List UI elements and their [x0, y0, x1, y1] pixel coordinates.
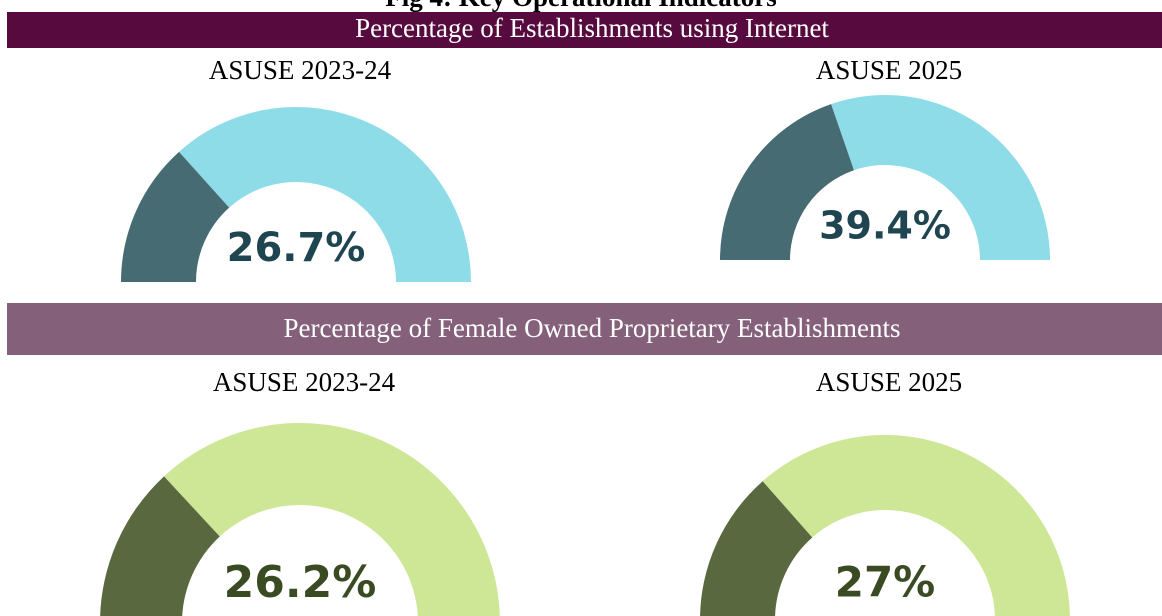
gauge-value-label: 26.2% [224, 557, 377, 608]
gauge-value-label: 39.4% [819, 204, 951, 248]
section-header-bar [7, 303, 1162, 355]
section-title: Percentage of Female Owned Proprietary E… [283, 313, 900, 343]
gauge-title: ASUSE 2025 [816, 367, 962, 397]
gauge-title: ASUSE 2023-24 [209, 55, 392, 85]
gauge-value [700, 481, 813, 616]
gauge-title: ASUSE 2023-24 [213, 367, 396, 397]
figure-title: Fig 4: Key Operational Indicators [385, 0, 776, 12]
gauge-value [100, 476, 220, 616]
gauge-track [179, 106, 471, 283]
gauge-value-label: 27% [835, 558, 936, 607]
section-header-bar [7, 12, 1162, 48]
gauge-value [720, 104, 854, 260]
gauge-value [121, 151, 230, 282]
gauge-track [762, 434, 1070, 616]
gauge-track [831, 95, 1050, 260]
gauge-title: ASUSE 2025 [816, 55, 962, 85]
section-title: Percentage of Establishments using Inter… [355, 13, 829, 43]
gauge-track [164, 423, 500, 616]
gauge-value-label: 26.7% [227, 225, 366, 271]
